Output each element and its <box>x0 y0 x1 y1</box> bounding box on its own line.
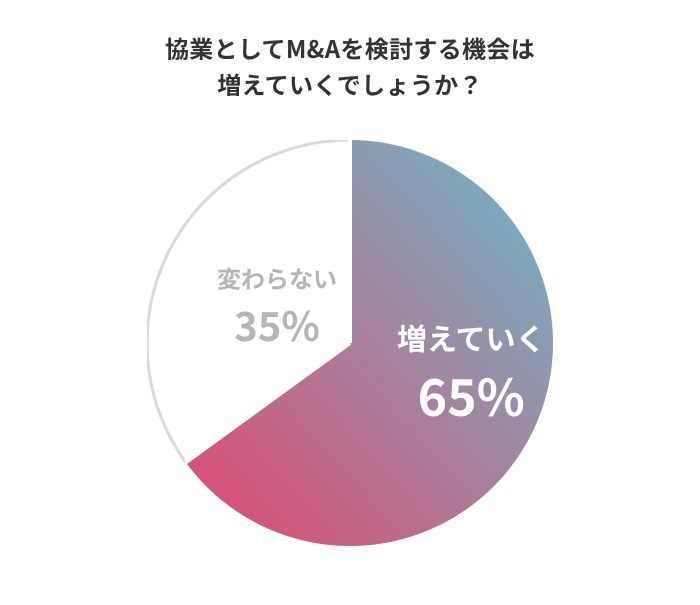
chart-title: 協業としてM&Aを検討する機会は 増えていくでしょうか？ <box>0 30 700 102</box>
chart-title-line2: 増えていくでしょうか？ <box>0 66 700 102</box>
pie-chart: 増えていく65%変わらない35% <box>147 140 553 546</box>
chart-title-line1: 協業としてM&Aを検討する機会は <box>0 30 700 66</box>
pie-chart-svg <box>147 140 553 546</box>
